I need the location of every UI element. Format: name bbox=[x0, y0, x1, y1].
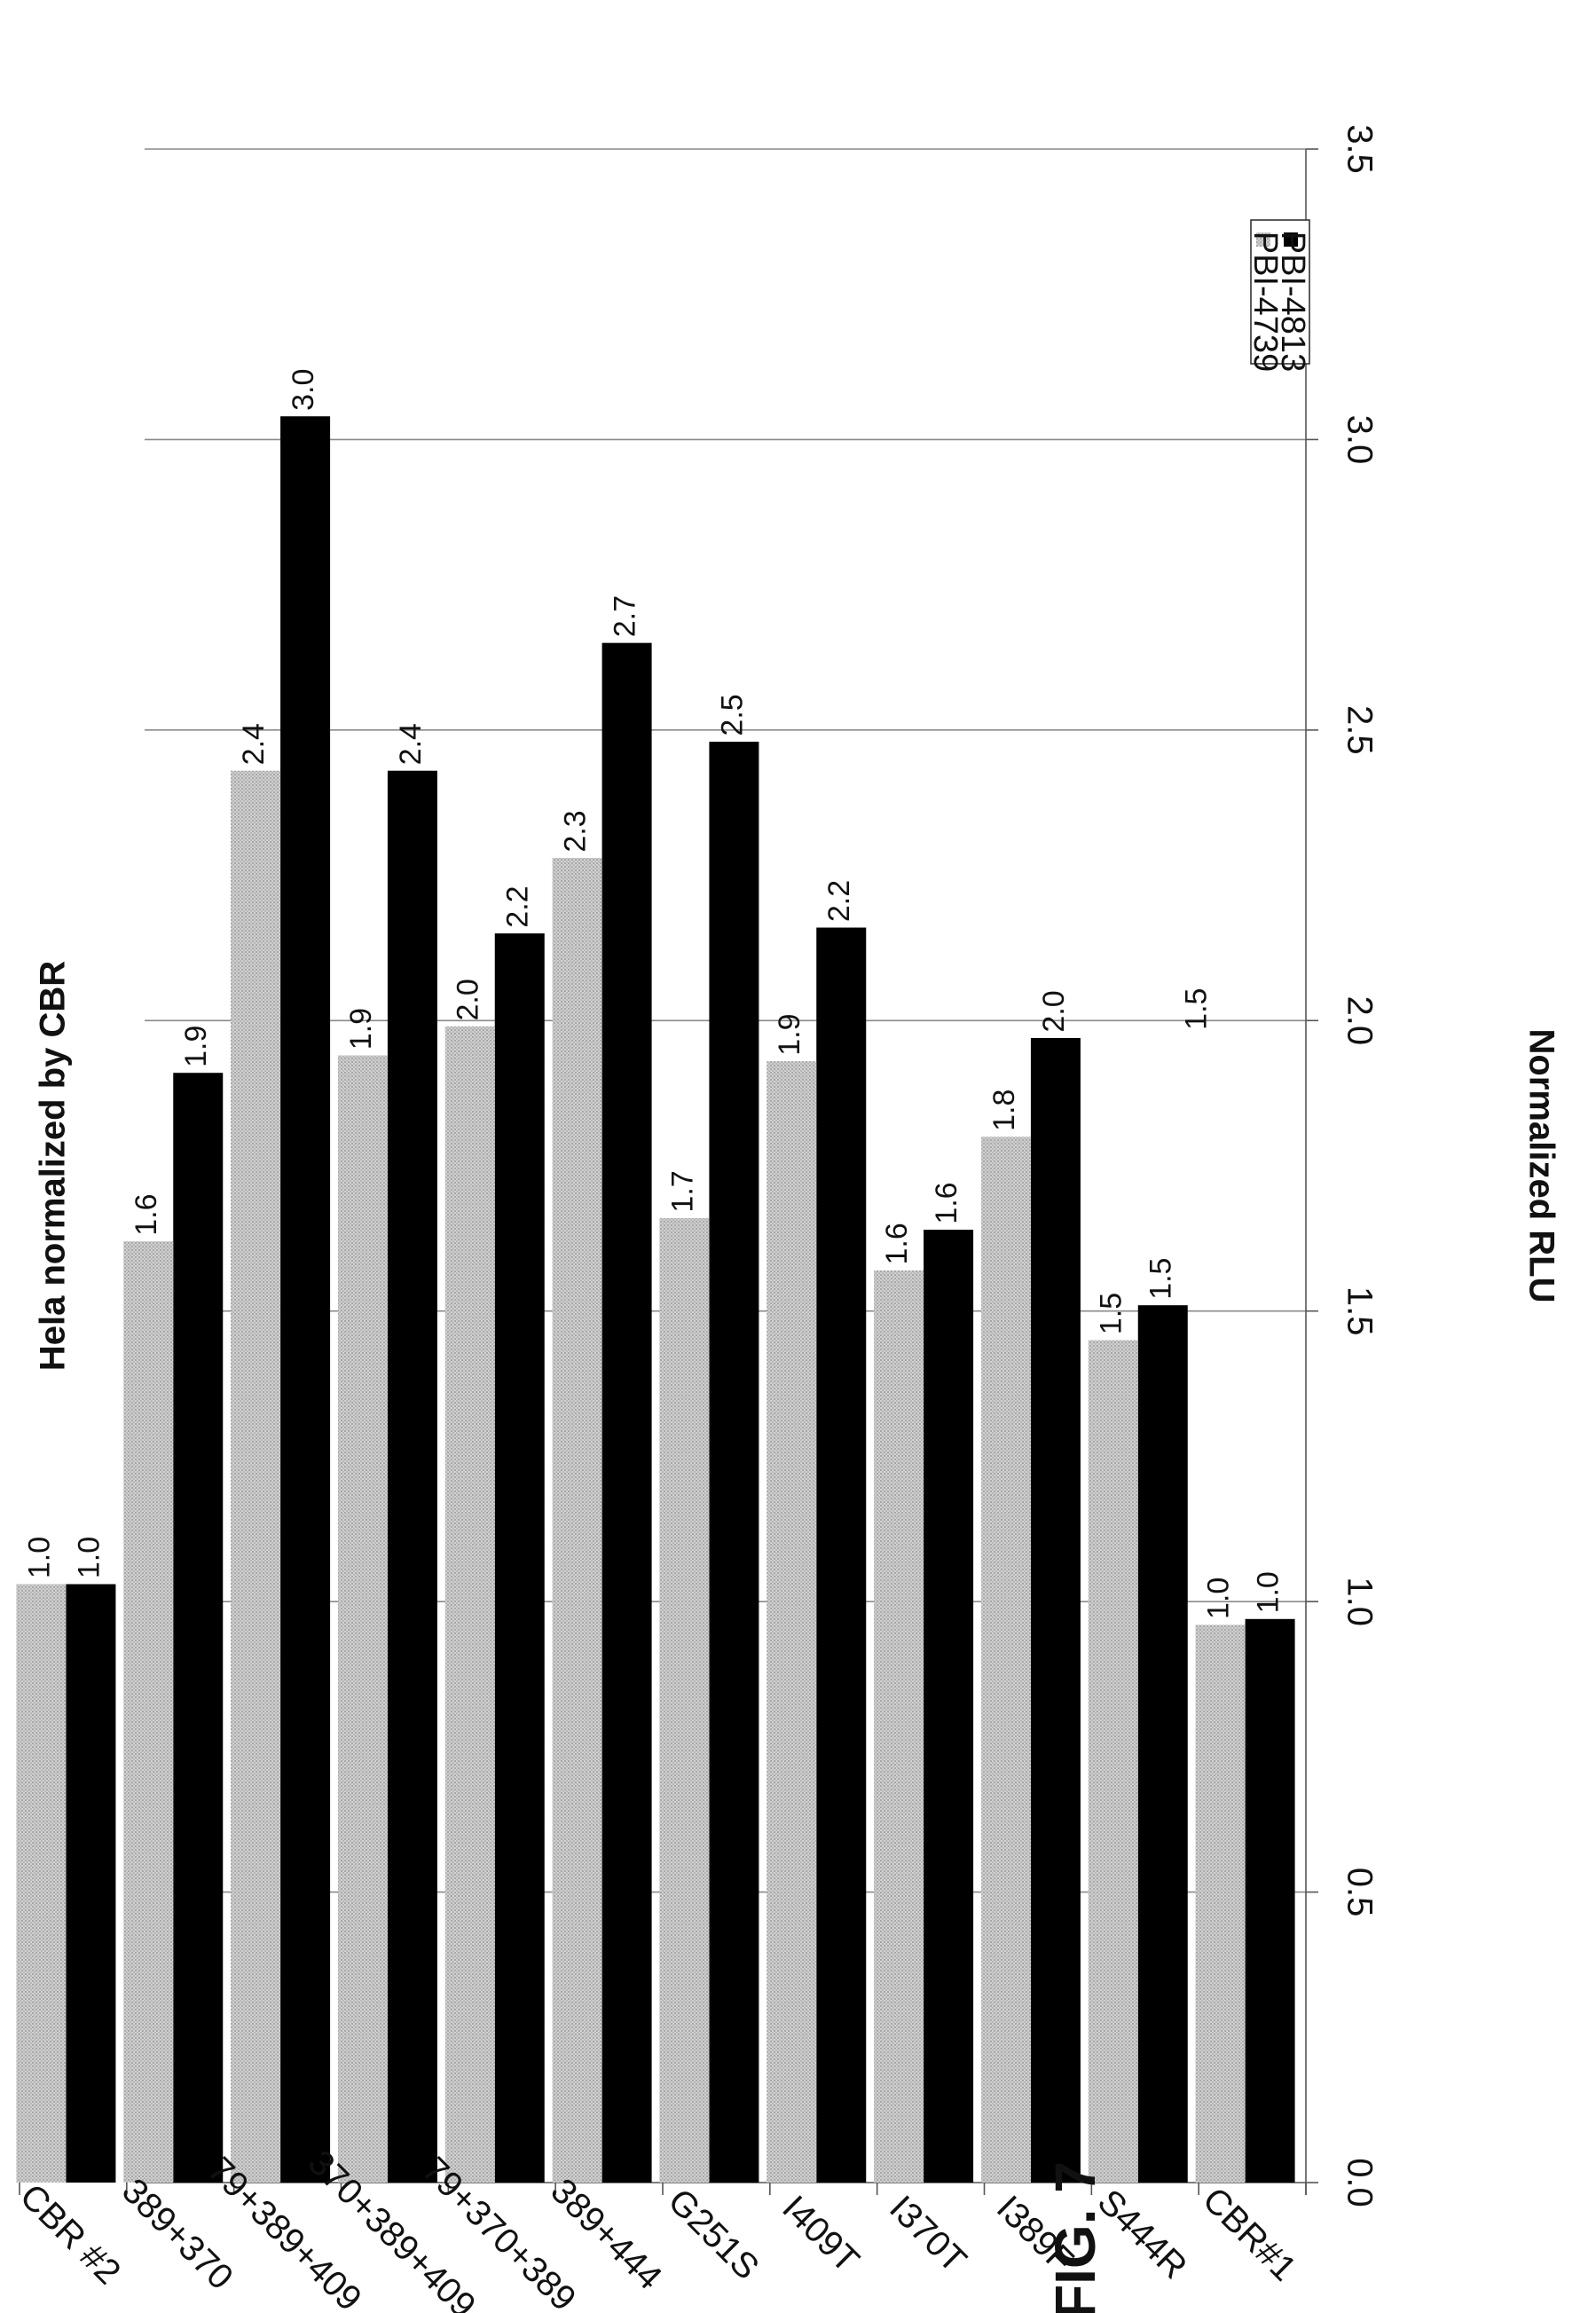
bar-pbi-4813 bbox=[66, 1584, 116, 2183]
bar-pbi-4813 bbox=[816, 927, 867, 2183]
data-label: 2.7 bbox=[609, 595, 642, 637]
category-label: I370T bbox=[882, 2189, 973, 2280]
category-label: CBR #2 bbox=[12, 2176, 128, 2292]
data-label: 2.2 bbox=[501, 885, 535, 927]
data-label: 1.7 bbox=[665, 1170, 699, 1212]
bar-pbi-4813 bbox=[1137, 1305, 1188, 2183]
bar-pbi-4739 bbox=[1088, 1340, 1138, 2183]
bar-pbi-4813 bbox=[280, 416, 331, 2183]
bar-pbi-4813 bbox=[1245, 1618, 1295, 2183]
category-label: CBR#1 bbox=[1195, 2180, 1303, 2288]
data-label: 1.6 bbox=[130, 1193, 163, 1235]
bar-pbi-4739 bbox=[16, 1584, 67, 2183]
bar-pbi-4739 bbox=[123, 1241, 174, 2183]
bar-pbi-4739 bbox=[231, 770, 281, 2183]
category-label: G251S bbox=[661, 2182, 767, 2287]
data-label: 1.6 bbox=[930, 1182, 963, 1223]
y-tick-label: 0.0 bbox=[1340, 2158, 1379, 2207]
y-axis-title: Normalized RLU bbox=[1521, 1029, 1561, 1303]
data-label: 2.3 bbox=[559, 810, 593, 852]
bar-pbi-4739 bbox=[980, 1137, 1031, 2183]
data-label: 1.0 bbox=[1252, 1571, 1285, 1613]
bar-pbi-4813 bbox=[709, 741, 759, 2183]
y-tick-label: 3.0 bbox=[1340, 415, 1379, 465]
y-tick-label: 0.5 bbox=[1340, 1868, 1379, 1917]
data-label: 2.5 bbox=[715, 694, 749, 736]
data-label: 1.6 bbox=[880, 1223, 914, 1264]
data-label: 3.0 bbox=[287, 369, 320, 411]
bar-pbi-4739 bbox=[444, 1026, 495, 2183]
y-tick-label: 1.5 bbox=[1340, 1286, 1379, 1336]
data-label: 2.2 bbox=[822, 880, 856, 922]
bar-pbi-4739 bbox=[874, 1270, 924, 2183]
legend-swatch bbox=[1256, 232, 1270, 247]
data-label: 1.0 bbox=[72, 1537, 106, 1578]
legend-label: PBI-4813 bbox=[1274, 232, 1311, 372]
data-label: 1.8 bbox=[987, 1090, 1021, 1131]
data-label: 1.0 bbox=[1202, 1577, 1236, 1619]
y-tick-label: 2.0 bbox=[1340, 995, 1379, 1045]
bar-pbi-4739 bbox=[767, 1061, 817, 2183]
legend-label: PBI-4739 bbox=[1246, 232, 1284, 372]
legend-swatch bbox=[1284, 232, 1298, 247]
bar-pbi-4813 bbox=[1030, 1037, 1081, 2183]
data-label: 1.9 bbox=[773, 1013, 806, 1055]
data-label: 2.4 bbox=[394, 723, 428, 765]
bar-pbi-4739 bbox=[337, 1055, 388, 2183]
data-label: 2.4 bbox=[237, 723, 271, 765]
data-label: 1.9 bbox=[179, 1026, 213, 1067]
y-tick-label: 3.5 bbox=[1340, 124, 1379, 174]
bar-pbi-4813 bbox=[601, 642, 652, 2183]
data-label: 2.0 bbox=[452, 979, 485, 1020]
bar-pbi-4813 bbox=[924, 1230, 974, 2183]
y-tick-label: 2.5 bbox=[1340, 705, 1379, 755]
bar-pbi-4739 bbox=[552, 857, 602, 2183]
chart-title: Hela normalized by CBR bbox=[34, 961, 73, 1371]
bar-pbi-4739 bbox=[1195, 1625, 1246, 2183]
bar-pbi-4813 bbox=[173, 1073, 224, 2183]
bar-pbi-4739 bbox=[659, 1217, 710, 2183]
data-label: 1.5 bbox=[1144, 1258, 1178, 1300]
figure-label: FIG. 7 bbox=[1043, 2161, 1107, 2313]
bars bbox=[16, 416, 1295, 2183]
data-label: 1.0 bbox=[22, 1537, 56, 1578]
data-label-extra: 1.5 bbox=[1180, 988, 1214, 1030]
data-label: 1.5 bbox=[1095, 1293, 1128, 1334]
bar-pbi-4813 bbox=[494, 933, 545, 2183]
bar-pbi-4813 bbox=[387, 770, 437, 2183]
data-label: 1.9 bbox=[344, 1008, 378, 1050]
category-label: I409T bbox=[774, 2189, 866, 2280]
data-label: 2.0 bbox=[1037, 990, 1071, 1032]
y-tick-label: 1.0 bbox=[1340, 1577, 1379, 1626]
